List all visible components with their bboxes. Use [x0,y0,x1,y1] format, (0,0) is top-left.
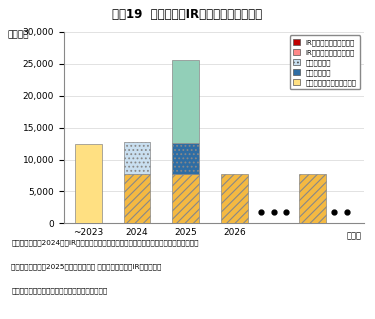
Bar [75,144,102,223]
Bar [172,174,199,223]
Legend: IRの運営による経済効果, IRの建設による経済効果, 万博の建設費, 万博の運営費, 万博来場者による消費支出: IRの運営による経済効果, IRの建設による経済効果, 万博の建設費, 万博の運… [290,35,360,89]
Bar [172,143,199,174]
Bar [221,174,248,223]
Bar [123,174,150,223]
Text: （年）: （年） [347,231,362,240]
Text: 図表19  大阪万博・IR誘致による経済効果: 図表19 大阪万博・IR誘致による経済効果 [112,8,262,21]
Bar [172,60,199,143]
Text: （億円）: （億円） [8,30,29,39]
Text: の試算をもとに、ニッセイ基礎研究所作成: の試算をもとに、ニッセイ基礎研究所作成 [11,287,108,294]
Bar [123,142,150,174]
Bar [299,174,326,223]
Text: （注）大阪府は2024年のIR開業を見込んでいるが、政府の動き等により変動の可能性あり: （注）大阪府は2024年のIR開業を見込んでいるが、政府の動き等により変動の可能… [11,239,199,246]
Text: （出所）大阪府「2025日本万国博覧会 基本構想」「大阪IR基本構想」: （出所）大阪府「2025日本万国博覧会 基本構想」「大阪IR基本構想」 [11,263,162,270]
